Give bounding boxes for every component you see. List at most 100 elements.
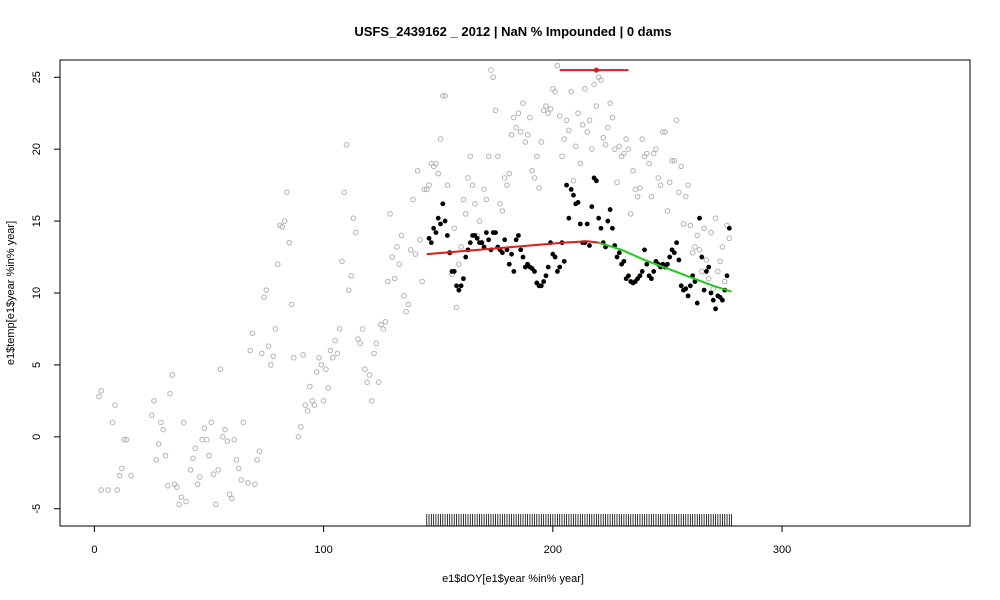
year-point bbox=[483, 230, 489, 235]
background-point bbox=[412, 251, 419, 257]
background-point bbox=[556, 113, 563, 119]
year-point bbox=[499, 250, 505, 256]
background-point bbox=[653, 146, 659, 152]
background-point bbox=[563, 117, 570, 124]
background-point bbox=[657, 182, 664, 188]
x-tick-label: 100 bbox=[314, 544, 332, 556]
year-point bbox=[671, 250, 677, 256]
background-point bbox=[398, 232, 405, 239]
background-point bbox=[268, 362, 274, 368]
background-point bbox=[368, 398, 375, 404]
x-axis: 0 100 200 300 bbox=[91, 526, 791, 556]
background-point bbox=[515, 110, 522, 117]
background-point bbox=[346, 287, 352, 293]
background-point bbox=[543, 103, 549, 109]
background-point bbox=[694, 232, 701, 239]
background-point bbox=[708, 229, 714, 236]
y-tick-label: -5 bbox=[31, 504, 43, 514]
peak-marker-group bbox=[559, 67, 629, 73]
background-point bbox=[433, 160, 439, 167]
background-point bbox=[217, 366, 224, 373]
year-point bbox=[699, 254, 705, 260]
background-point bbox=[281, 218, 288, 224]
year-point bbox=[435, 215, 441, 221]
background-point bbox=[316, 354, 322, 361]
year-point bbox=[651, 269, 657, 274]
year-point bbox=[683, 286, 689, 292]
background-point bbox=[630, 167, 636, 174]
background-point bbox=[233, 457, 240, 463]
background-point bbox=[497, 201, 503, 207]
fit-lines bbox=[426, 240, 732, 293]
background-point bbox=[261, 294, 267, 301]
year-point bbox=[676, 257, 682, 263]
background-point bbox=[183, 498, 189, 505]
background-point bbox=[414, 167, 421, 174]
background-point bbox=[226, 491, 233, 498]
background-point bbox=[380, 326, 386, 332]
background-point bbox=[531, 175, 538, 181]
background-point bbox=[666, 179, 673, 186]
year-point bbox=[626, 273, 631, 279]
background-point bbox=[644, 150, 650, 157]
background-point bbox=[389, 254, 396, 260]
background-point bbox=[627, 211, 634, 217]
background-point bbox=[492, 107, 499, 114]
year-point bbox=[474, 235, 480, 241]
background-point bbox=[112, 402, 118, 408]
background-point bbox=[545, 110, 552, 117]
x-tick-label: 300 bbox=[773, 544, 791, 556]
background-point bbox=[726, 235, 733, 242]
background-point bbox=[586, 117, 593, 124]
background-point bbox=[568, 88, 574, 95]
background-point bbox=[417, 236, 423, 243]
background-point bbox=[341, 189, 348, 196]
background-point bbox=[646, 160, 652, 167]
background-point bbox=[405, 301, 412, 308]
background-point bbox=[309, 398, 315, 404]
background-point bbox=[682, 193, 689, 200]
background-point bbox=[577, 160, 584, 167]
background-point bbox=[327, 347, 334, 354]
background-point bbox=[274, 261, 281, 268]
year-point bbox=[713, 306, 718, 312]
background-point bbox=[639, 136, 646, 142]
year-point bbox=[509, 251, 514, 257]
background-point bbox=[552, 88, 558, 95]
background-point bbox=[325, 385, 331, 391]
year-point bbox=[433, 230, 439, 235]
y-tick-label: 20 bbox=[31, 143, 43, 155]
background-point bbox=[696, 247, 703, 253]
background-point bbox=[224, 438, 231, 444]
background-point bbox=[148, 412, 155, 419]
background-point bbox=[671, 157, 678, 164]
background-point bbox=[348, 272, 354, 279]
background-point bbox=[499, 208, 506, 214]
background-point bbox=[444, 182, 451, 188]
background-point bbox=[561, 136, 568, 142]
background-point bbox=[332, 337, 338, 344]
year-point bbox=[538, 283, 544, 289]
background-point bbox=[352, 229, 359, 236]
year-point bbox=[545, 264, 551, 270]
year-point bbox=[532, 269, 537, 274]
background-point bbox=[284, 189, 290, 196]
year-points bbox=[426, 175, 732, 312]
year-point bbox=[564, 182, 569, 188]
background-points bbox=[96, 62, 733, 508]
background-point bbox=[662, 129, 668, 135]
year-point bbox=[456, 287, 462, 293]
background-point bbox=[288, 301, 295, 308]
background-point bbox=[114, 487, 121, 493]
background-point bbox=[167, 390, 173, 397]
year-point bbox=[724, 273, 730, 279]
year-point bbox=[552, 254, 558, 260]
background-point bbox=[304, 408, 311, 414]
background-point bbox=[407, 247, 414, 253]
background-point bbox=[350, 215, 357, 222]
background-point bbox=[719, 244, 726, 250]
year-point bbox=[706, 264, 712, 270]
background-point bbox=[439, 93, 446, 99]
background-point bbox=[582, 85, 588, 92]
year-point bbox=[720, 297, 725, 303]
